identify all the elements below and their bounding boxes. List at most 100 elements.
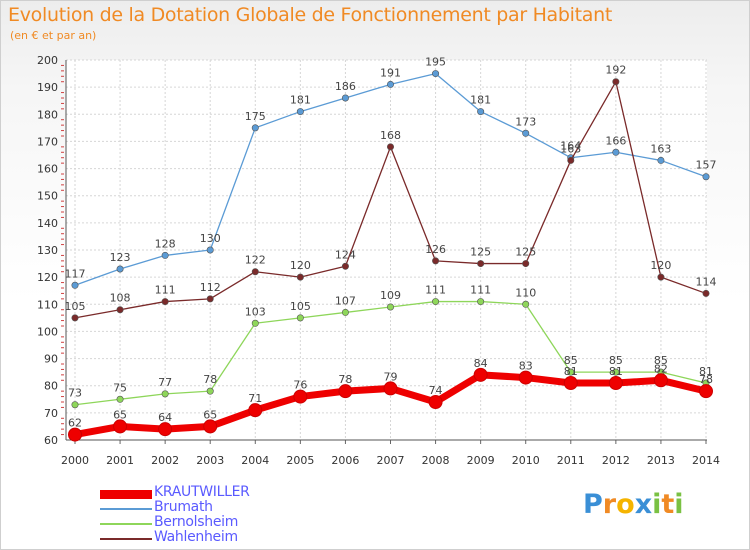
- data-label: 84: [474, 357, 488, 370]
- data-label: 105: [290, 300, 311, 313]
- data-label: 79: [384, 370, 398, 383]
- chart-subtitle: (en € et par an): [10, 29, 97, 42]
- legend-label-brumath: Brumath: [154, 499, 213, 515]
- data-point: [161, 390, 169, 398]
- data-point: [296, 273, 304, 281]
- data-point: [116, 265, 124, 273]
- x-tick-label: 2010: [512, 454, 540, 467]
- data-label: 64: [158, 411, 172, 424]
- data-point: [612, 148, 620, 156]
- data-point: [71, 281, 79, 289]
- data-point: [341, 94, 349, 102]
- data-point: [386, 303, 394, 311]
- y-tick-label: 140: [37, 217, 58, 230]
- data-point: [296, 314, 304, 322]
- y-tick-label: 130: [37, 244, 58, 257]
- data-point: [653, 373, 668, 388]
- logo-letter: x: [634, 489, 653, 520]
- x-tick-label: 2011: [557, 454, 585, 467]
- x-tick-label: 2006: [331, 454, 359, 467]
- data-label: 62: [68, 417, 82, 430]
- x-tick-label: 2007: [377, 454, 405, 467]
- y-tick-label: 170: [37, 135, 58, 148]
- data-point: [522, 129, 530, 137]
- data-point: [341, 262, 349, 270]
- chart-title: Evolution de la Dotation Globale de Fonc…: [8, 4, 613, 26]
- data-point: [251, 319, 259, 327]
- data-label: 130: [200, 232, 221, 245]
- data-point: [477, 298, 485, 306]
- data-label: 85: [654, 354, 668, 367]
- legend-label-bernolsheim: Bernolsheim: [154, 514, 239, 530]
- data-point: [702, 173, 710, 181]
- data-point: [702, 289, 710, 297]
- data-point: [248, 403, 263, 418]
- data-label: 125: [470, 246, 491, 259]
- data-point: [71, 401, 79, 409]
- data-point: [68, 427, 82, 442]
- data-point: [71, 314, 79, 322]
- data-label: 128: [155, 237, 176, 250]
- data-label: 65: [113, 408, 127, 421]
- data-point: [608, 376, 623, 390]
- data-label: 77: [158, 376, 172, 389]
- data-label: 78: [338, 373, 352, 386]
- data-label: 164: [560, 140, 581, 153]
- data-point: [657, 273, 665, 281]
- data-label: 85: [609, 354, 623, 367]
- data-label: 73: [68, 387, 82, 400]
- series-krautwiller: [68, 367, 713, 442]
- data-point: [477, 260, 485, 268]
- logo-letter: i: [652, 489, 662, 520]
- logo-letter: o: [616, 489, 635, 520]
- data-point: [567, 368, 575, 376]
- data-label: 71: [248, 392, 262, 405]
- legend-swatch-bernolsheim: [100, 523, 152, 525]
- data-point: [657, 156, 665, 164]
- y-tick-label: 70: [44, 407, 58, 420]
- data-point: [161, 298, 169, 306]
- y-tick-label: 110: [37, 298, 58, 311]
- x-tick-label: 2002: [151, 454, 179, 467]
- y-tick-label: 160: [37, 163, 58, 176]
- data-label: 122: [245, 254, 266, 267]
- data-point: [293, 389, 308, 404]
- data-label: 78: [203, 373, 217, 386]
- data-point: [386, 80, 394, 88]
- legend-swatch-brumath: [100, 508, 152, 510]
- data-label: 181: [470, 94, 491, 107]
- data-label: 186: [335, 80, 356, 93]
- data-label: 124: [335, 248, 356, 261]
- data-point: [203, 419, 218, 434]
- data-point: [116, 306, 124, 314]
- y-tick-label: 180: [37, 108, 58, 121]
- data-label: 107: [335, 294, 356, 307]
- data-point: [432, 298, 440, 306]
- data-point: [473, 367, 488, 382]
- data-point: [206, 295, 214, 303]
- data-label: 81: [699, 365, 713, 378]
- data-label: 191: [380, 66, 401, 79]
- data-label: 120: [290, 259, 311, 272]
- x-tick-label: 2000: [61, 454, 89, 467]
- data-label: 111: [155, 284, 176, 297]
- data-label: 163: [560, 142, 581, 155]
- data-label: 85: [564, 354, 578, 367]
- y-tick-label: 90: [44, 353, 58, 366]
- data-point: [116, 395, 124, 403]
- x-tick-label: 2004: [241, 454, 269, 467]
- data-point: [113, 419, 128, 434]
- x-tick-label: 2013: [647, 454, 675, 467]
- y-tick-label: 80: [44, 380, 58, 393]
- x-tick-label: 2008: [422, 454, 450, 467]
- x-tick-label: 2012: [602, 454, 630, 467]
- data-label: 117: [65, 267, 86, 280]
- data-label: 76: [293, 379, 307, 392]
- data-point: [432, 257, 440, 265]
- x-tick-label: 2003: [196, 454, 224, 467]
- data-label: 111: [470, 284, 491, 297]
- data-label: 195: [425, 56, 446, 69]
- data-point: [206, 387, 214, 395]
- data-label: 123: [110, 251, 131, 264]
